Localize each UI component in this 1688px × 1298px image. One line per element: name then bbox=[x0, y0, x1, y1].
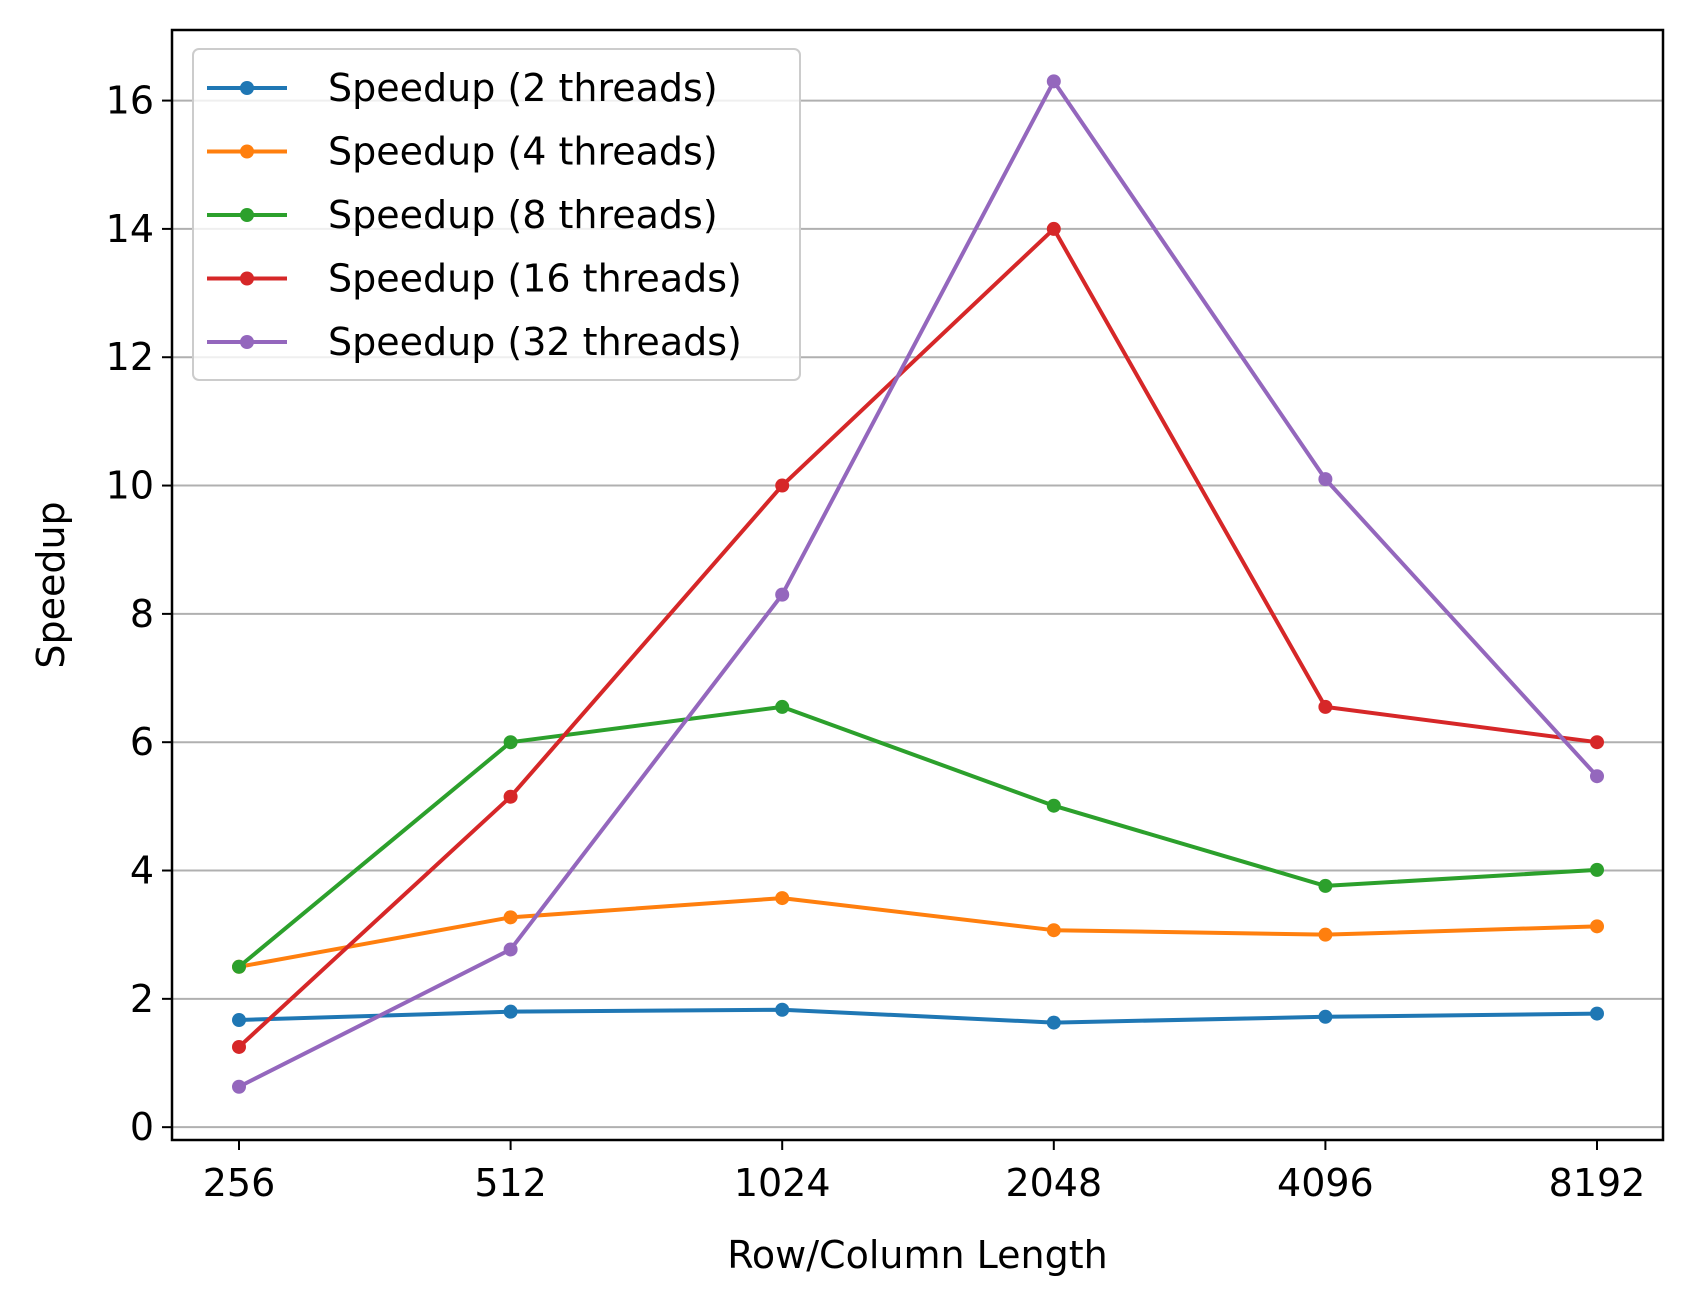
data-point bbox=[1590, 735, 1604, 750]
data-point bbox=[1046, 221, 1061, 236]
x-tick-label: 256 bbox=[203, 1161, 276, 1205]
data-point bbox=[1590, 1006, 1604, 1021]
data-point bbox=[232, 1013, 246, 1028]
y-tick-label: 14 bbox=[106, 207, 154, 251]
legend-marker bbox=[240, 335, 254, 349]
legend-marker bbox=[240, 208, 254, 222]
legend-marker bbox=[240, 144, 254, 159]
legend-marker bbox=[240, 81, 254, 95]
y-tick-label: 2 bbox=[130, 977, 154, 1021]
series-line bbox=[237, 704, 1598, 969]
data-point bbox=[503, 1004, 518, 1019]
data-point bbox=[775, 587, 790, 602]
y-tick-label: 6 bbox=[130, 720, 154, 764]
data-point bbox=[1590, 862, 1604, 877]
y-axis: 0 2 4 6 8 10 12 14 16 bbox=[106, 79, 172, 1149]
legend-label: Speedup (32 threads) bbox=[328, 320, 742, 364]
data-point bbox=[775, 478, 790, 493]
y-tick-label: 8 bbox=[130, 592, 154, 636]
data-point bbox=[1590, 769, 1604, 784]
data-point bbox=[1318, 927, 1333, 942]
legend-entry: Speedup (32 threads) bbox=[207, 320, 742, 364]
legend: Speedup (2 threads) Speedup (4 threads) Sp… bbox=[192, 48, 801, 381]
data-point bbox=[232, 959, 246, 974]
data-point bbox=[232, 1079, 246, 1094]
legend-label: Speedup (16 threads) bbox=[328, 257, 742, 301]
y-tick-label: 4 bbox=[130, 849, 154, 893]
series-1 bbox=[232, 1002, 1604, 1030]
y-tick-label: 10 bbox=[106, 464, 154, 508]
legend-entry: Speedup (4 threads) bbox=[207, 130, 718, 174]
x-axis: 256 512 1024 2048 4096 8192 bbox=[203, 1140, 1646, 1205]
x-tick-label: 2048 bbox=[1005, 1161, 1102, 1205]
data-point bbox=[1590, 919, 1604, 934]
series-4 bbox=[232, 221, 1604, 1054]
data-point bbox=[503, 735, 518, 750]
x-axis-label: Row/Column Length bbox=[727, 1233, 1108, 1277]
data-point bbox=[1046, 74, 1061, 89]
series-line bbox=[238, 1007, 1598, 1025]
legend-entry: Speedup (2 threads) bbox=[207, 66, 718, 110]
series-lines bbox=[232, 74, 1604, 1094]
x-tick-label: 4096 bbox=[1277, 1161, 1374, 1205]
plot-frame bbox=[170, 28, 1665, 1142]
data-point bbox=[1318, 1009, 1333, 1024]
series-3 bbox=[232, 699, 1604, 974]
data-point bbox=[775, 1002, 790, 1017]
legend-entry: Speedup (8 threads) bbox=[207, 193, 718, 237]
legend-label: Speedup (8 threads) bbox=[328, 193, 718, 237]
data-point bbox=[1318, 878, 1333, 893]
legend-label: Speedup (2 threads) bbox=[328, 66, 718, 110]
data-point bbox=[503, 942, 518, 957]
series-line bbox=[238, 79, 1599, 1089]
data-point bbox=[1318, 699, 1333, 714]
data-point bbox=[503, 910, 518, 925]
y-tick-label: 12 bbox=[106, 335, 154, 379]
data-point bbox=[1046, 923, 1061, 938]
legend-entry: Speedup (16 threads) bbox=[207, 257, 742, 301]
x-tick-label: 1024 bbox=[734, 1161, 831, 1205]
series-5 bbox=[232, 74, 1604, 1094]
y-axis-label: Speedup bbox=[29, 501, 73, 668]
series-2 bbox=[232, 891, 1604, 974]
data-point bbox=[1046, 798, 1061, 813]
data-point bbox=[775, 699, 790, 714]
series-line bbox=[237, 226, 1598, 1049]
data-point bbox=[503, 789, 518, 804]
x-tick-label: 512 bbox=[474, 1161, 547, 1205]
x-tick-label: 8192 bbox=[1549, 1161, 1646, 1205]
data-point bbox=[1046, 1015, 1061, 1030]
series-line bbox=[238, 896, 1598, 969]
data-point bbox=[1318, 472, 1333, 487]
y-tick-label: 0 bbox=[130, 1105, 154, 1149]
y-tick-label: 16 bbox=[106, 79, 154, 123]
data-point bbox=[775, 891, 790, 906]
legend-marker bbox=[240, 271, 254, 286]
data-point bbox=[232, 1039, 246, 1054]
legend-label: Speedup (4 threads) bbox=[328, 130, 718, 174]
legend-box bbox=[192, 48, 801, 381]
